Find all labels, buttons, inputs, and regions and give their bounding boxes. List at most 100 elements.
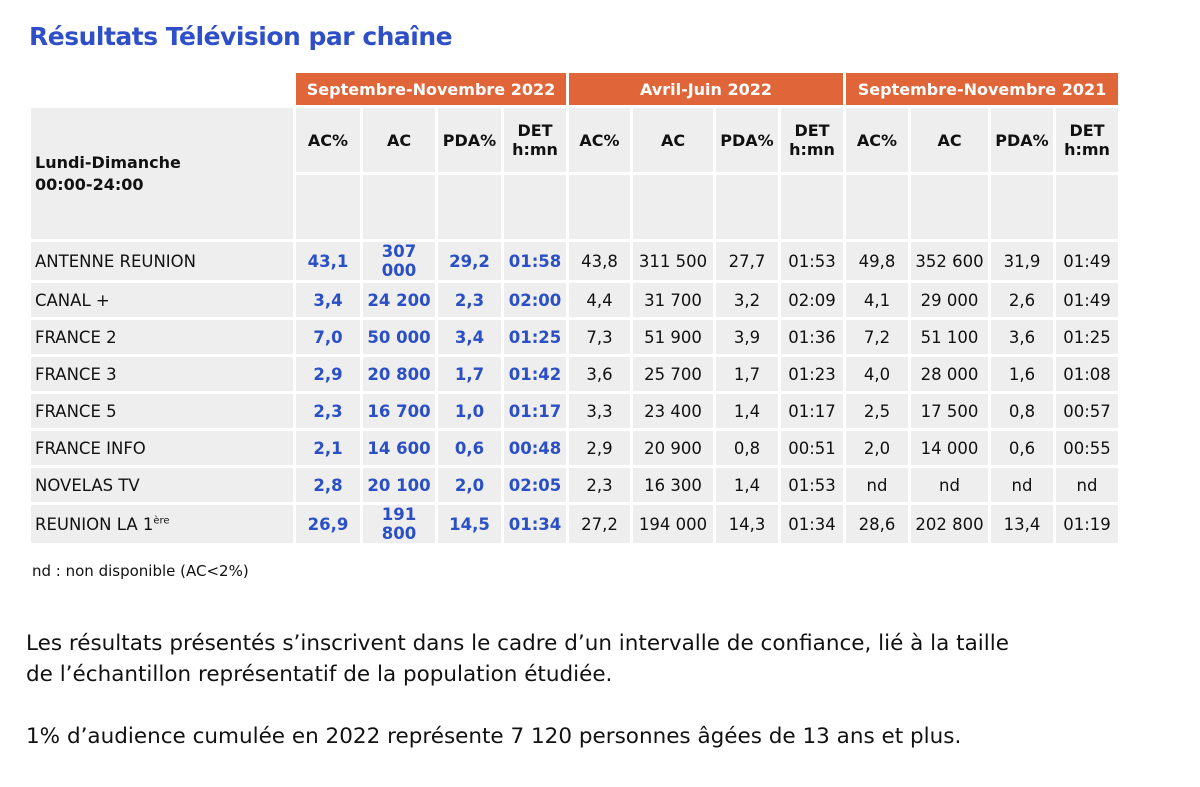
table-cell: 194 000 [633,505,713,543]
table-cell: 3,4 [296,283,360,317]
spacer-row [31,175,1118,239]
table-cell: 1,4 [716,468,778,502]
table-cell: 16 700 [363,394,435,428]
table-cell: 2,8 [296,468,360,502]
table-cell: 7,3 [569,320,630,354]
table-cell: 2,3 [569,468,630,502]
channel-label: FRANCE 5 [35,401,117,421]
column-header: AC% [846,108,908,172]
table-cell: 1,7 [716,357,778,391]
table-cell: 2,3 [296,394,360,428]
spacer-cell [504,175,566,239]
spacer-cell [991,175,1053,239]
table-cell: 01:42 [504,357,566,391]
table-cell: 3,2 [716,283,778,317]
table-cell: 01:17 [504,394,566,428]
table-cell: nd [911,468,988,502]
table-cell: 307 000 [363,242,435,280]
table-cell: 01:34 [504,505,566,543]
table-cell: 0,6 [438,431,501,465]
table-cell: 02:00 [504,283,566,317]
table-row: FRANCE INFO 2,1 14 600 0,6 00:48 2,9 20 900 0,8… [31,431,1118,465]
table-cell: 7,2 [846,320,908,354]
table-cell: 00:55 [1056,431,1118,465]
table-cell: 20 900 [633,431,713,465]
table-cell: 1,7 [438,357,501,391]
column-header-unit: h:mn [789,140,835,159]
table-cell: 01:19 [1056,505,1118,543]
column-header: AC [363,108,435,172]
table-cell: nd [991,468,1053,502]
table-cell: 31,9 [991,242,1053,280]
spacer-cell [363,175,435,239]
table-cell: 01:17 [781,394,843,428]
channel-name: FRANCE 5 [31,394,293,428]
table-cell: 01:58 [504,242,566,280]
table-cell: 2,9 [569,431,630,465]
paragraph-confidence-line1: Les résultats présentés s’inscrivent dan… [26,631,1009,656]
table-cell: 14,5 [438,505,501,543]
channel-superscript: ère [153,515,170,526]
table-cell: 0,6 [991,431,1053,465]
table-cell: 4,4 [569,283,630,317]
channel-label: FRANCE INFO [35,438,146,458]
table-cell: 01:36 [781,320,843,354]
table-cell: 4,0 [846,357,908,391]
column-header: AC [633,108,713,172]
table-cell: 29 000 [911,283,988,317]
column-header-unit: h:mn [1064,140,1110,159]
column-header: AC [911,108,988,172]
table-cell: 43,8 [569,242,630,280]
table-cell: 01:49 [1056,242,1118,280]
column-header: DET h:mn [504,108,566,172]
period-header-row: Septembre-Novembre 2022 Avril-Juin 2022 … [31,73,1118,105]
channel-name: FRANCE INFO [31,431,293,465]
table-cell: 24 200 [363,283,435,317]
table-cell: 00:48 [504,431,566,465]
table-cell: 20 100 [363,468,435,502]
table-cell: 01:49 [1056,283,1118,317]
spacer-cell [781,175,843,239]
column-header-det: DET [1069,121,1105,140]
table-cell: 2,0 [438,468,501,502]
table-cell: 2,0 [846,431,908,465]
table-cell: 16 300 [633,468,713,502]
table-cell: 1,4 [716,394,778,428]
table-cell: 01:34 [781,505,843,543]
table-cell: 01:25 [504,320,566,354]
table-cell: 3,9 [716,320,778,354]
table-row: REUNION LA 1ère 26,9 191 800 14,5 01:34 27,2 1… [31,505,1118,543]
table-row: ANTENNE REUNION 43,1 307 000 29,2 01:58 43,8 3… [31,242,1118,280]
period-header: Septembre-Novembre 2021 [846,73,1118,105]
channel-label: CANAL + [35,290,110,310]
table-cell: 311 500 [633,242,713,280]
table-cell: 23 400 [633,394,713,428]
table-cell: 1,0 [438,394,501,428]
table-cell: nd [846,468,908,502]
table-cell: 20 800 [363,357,435,391]
table-cell: 2,5 [846,394,908,428]
channel-label: FRANCE 3 [35,364,117,384]
table-cell: 13,4 [991,505,1053,543]
table-cell: 01:08 [1056,357,1118,391]
row-header-days: Lundi-Dimanche [35,152,181,172]
column-header-det: DET [517,121,553,140]
table-cell: 7,0 [296,320,360,354]
table-cell: 3,4 [438,320,501,354]
table-cell: 50 000 [363,320,435,354]
channel-name: CANAL + [31,283,293,317]
channel-name: FRANCE 2 [31,320,293,354]
table-cell: 17 500 [911,394,988,428]
table-cell: 01:53 [781,468,843,502]
column-header-unit: h:mn [512,140,558,159]
table-cell: nd [1056,468,1118,502]
table-cell: 29,2 [438,242,501,280]
row-header-hours: 00:00-24:00 [35,174,144,194]
paragraph-confidence-line2: de l’échantillon représentatif de la pop… [26,662,613,687]
spacer-cell [1056,175,1118,239]
table-cell: 2,1 [296,431,360,465]
footnote: nd : non disponible (AC<2%) [32,562,249,580]
period-header: Septembre-Novembre 2022 [296,73,566,105]
page-title: Résultats Télévision par chaîne [29,22,453,51]
table-cell: 01:25 [1056,320,1118,354]
